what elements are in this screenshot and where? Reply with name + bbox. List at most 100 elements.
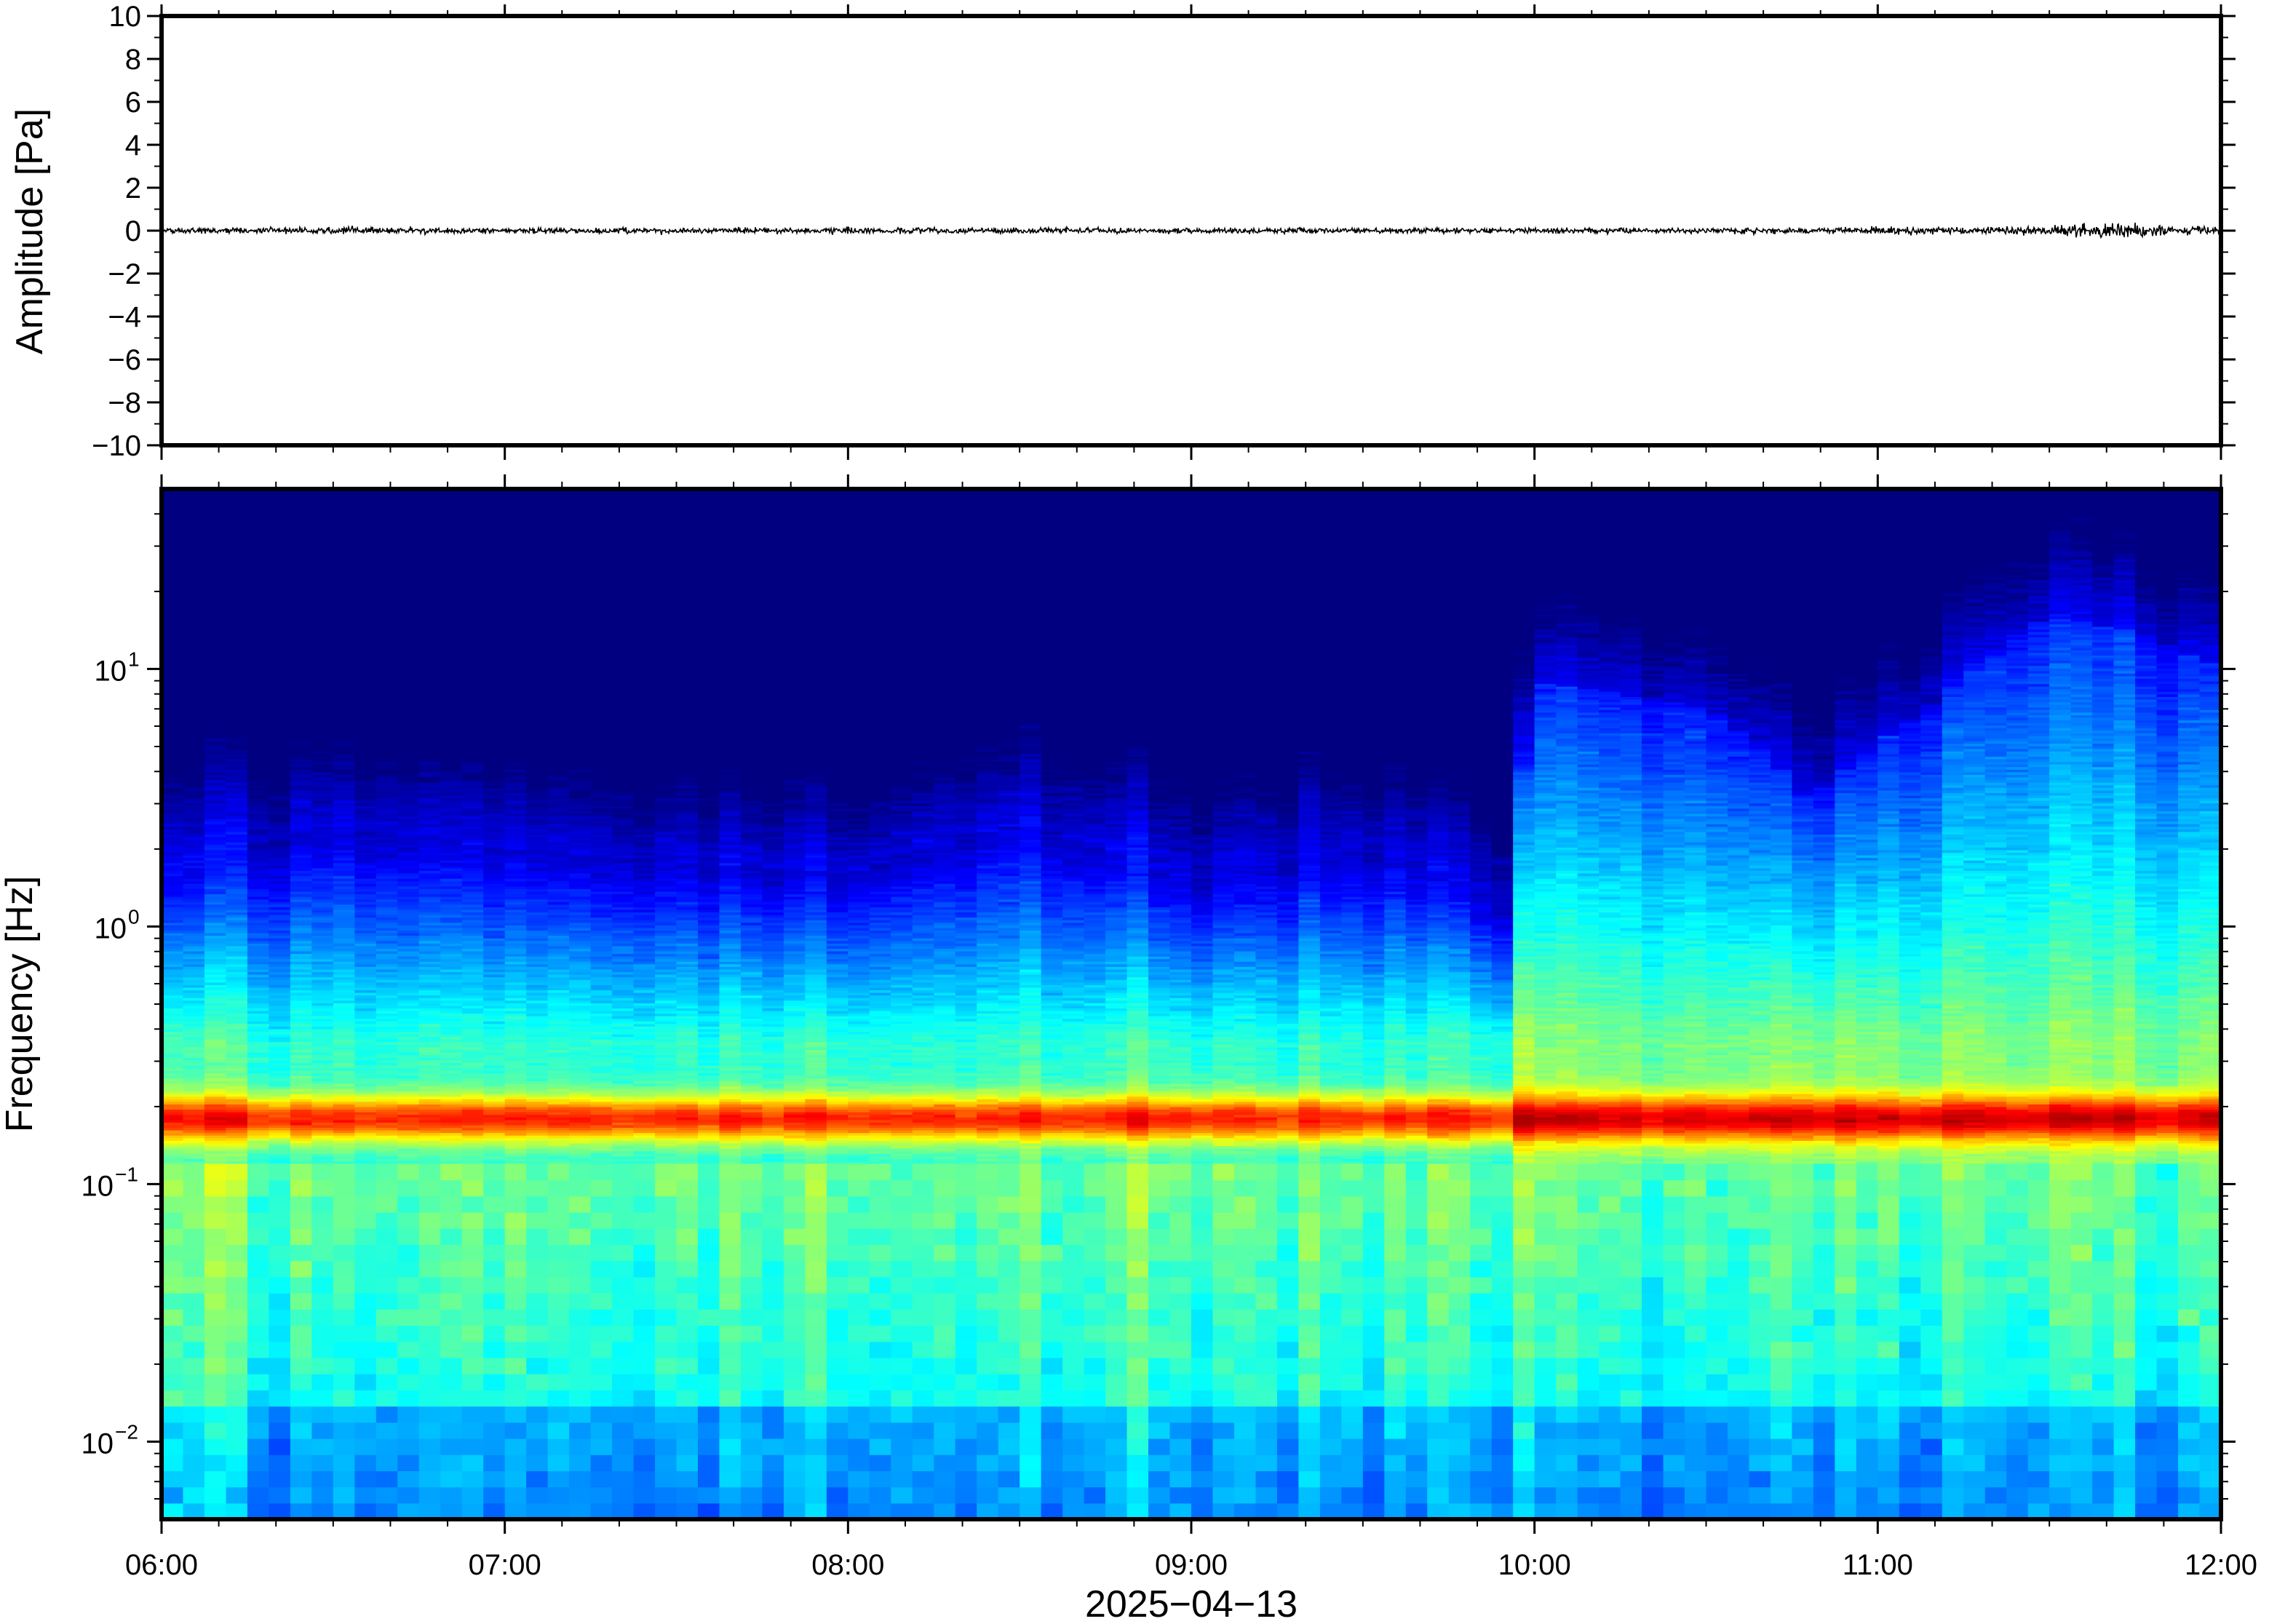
spectrogram-cell [162,549,183,552]
spectrogram-cell [204,1047,226,1050]
spectrogram-cell [183,1019,204,1022]
spectrogram-cell [269,1003,290,1006]
spectrogram-cell [204,1112,226,1115]
spectrogram-cell [183,689,204,692]
spectrogram-cell [204,1016,226,1019]
spectrogram-cell [162,834,183,837]
spectrogram-cell [247,595,269,598]
spectrogram-cell [162,733,183,736]
spectrogram-cell [226,953,247,956]
spectrogram-cell [247,580,269,583]
spectrogram-cell [162,875,183,878]
spectrogram-cell [247,694,269,697]
spectrogram-cell [162,694,183,697]
spectrogram-cell [204,1073,226,1076]
spectrogram-cell [226,923,247,926]
spectrogram-cell [162,845,183,848]
spectrogram-cell [247,1094,269,1096]
spectrogram-cell [162,666,183,669]
spectrogram-cell [204,1180,226,1197]
spectrogram-cell [162,832,183,835]
spectrogram-cell [204,769,226,772]
spectrogram-cell [226,1034,247,1037]
spectrogram-cell [162,738,183,741]
spectrogram-cell [204,507,226,510]
spectrogram-cell [162,868,183,871]
spectrogram-cell [183,774,204,777]
spectrogram-cell [247,961,269,964]
spectrogram-cell [183,995,204,998]
spectrogram-cell [162,850,183,853]
spectrogram-cell [247,1325,269,1342]
spectrogram-cell [247,1110,269,1112]
spectrogram-cell [183,1073,204,1076]
spectrogram-cell [183,875,204,878]
spectrogram-cell [204,907,226,909]
spectrogram-cell [162,668,183,671]
spectrogram-cell [247,723,269,725]
spectrogram-cell [162,863,183,866]
spectrogram-cell [183,777,204,780]
spectrogram-cell [226,875,247,878]
spectrogram-cell [226,1099,247,1102]
spectrogram-cell [162,943,183,946]
amplitude-tick-label: 4 [125,130,141,162]
spectrogram-cell [247,904,269,907]
spectrogram-cell [162,1145,183,1148]
spectrogram-cell [162,928,183,931]
spectrogram-cell [204,1102,226,1104]
spectrogram-cell [226,577,247,580]
spectrogram-cell [226,987,247,990]
spectrogram-cell [204,979,226,982]
spectrogram-cell [162,1049,183,1052]
spectrogram-cell [226,974,247,977]
spectrogram-cell [162,494,183,497]
spectrogram-cell [162,648,183,650]
spectrogram-cell [247,538,269,541]
spectrogram-cell [226,1115,247,1118]
spectrogram-cell [247,990,269,992]
spectrogram-cell [162,1135,183,1138]
spectrogram-cell [183,1406,204,1423]
spectrogram-cell [204,883,226,886]
spectrogram-cell [162,899,183,902]
spectrogram-cell [204,728,226,731]
waveform-panel: −10−8−6−4−20246810 Amplitude [Pa] [9,1,2236,462]
spectrogram-cell [204,1342,226,1358]
spectrogram-cell [269,933,290,936]
spectrogram-cell [183,816,204,819]
spectrogram-cell [226,1024,247,1027]
spectrogram-cell [226,855,247,858]
spectrogram-cell [162,878,183,881]
spectrogram-cell [183,943,204,946]
amplitude-tick-label: 6 [125,87,141,119]
spectrogram-cell [226,538,247,541]
spectrogram-cell [183,1044,204,1047]
spectrogram-cell [204,1163,226,1180]
spectrogram-cell [204,1021,226,1024]
spectrogram-cell [247,517,269,520]
spectrogram-cell [183,613,204,616]
spectrogram-cell [183,707,204,710]
spectrogram-cell [247,868,269,871]
spectrogram-cell [226,842,247,845]
spectrogram-cell [269,992,290,995]
spectrogram-cell [247,691,269,694]
spectrogram-cell [162,971,183,974]
spectrogram-cell [204,595,226,598]
spectrogram-cell [247,928,269,931]
spectrogram-cell [183,701,204,704]
spectrogram-cell [226,995,247,998]
spectrogram-cell [162,811,183,813]
spectrogram-cell [162,603,183,606]
spectrogram-cell [247,979,269,982]
spectrogram-cell [226,852,247,855]
spectrogram-cell [247,886,269,889]
spectrogram-cell [247,530,269,533]
spectrogram-cell [162,522,183,525]
spectrogram-cell [226,1138,247,1141]
spectrogram-cell [183,824,204,827]
spectrogram-cell [247,888,269,891]
spectrogram-cell [204,1019,226,1022]
spectrogram-cell [162,1143,183,1146]
